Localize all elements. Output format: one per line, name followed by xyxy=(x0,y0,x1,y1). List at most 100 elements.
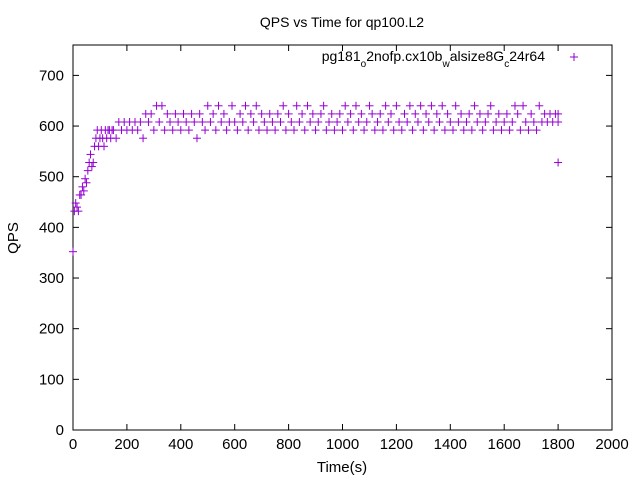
data-point xyxy=(389,126,398,135)
data-point xyxy=(411,109,420,118)
data-point xyxy=(349,126,358,135)
data-point xyxy=(524,126,533,135)
data-point xyxy=(69,247,77,256)
x-tick-label: 0 xyxy=(69,436,77,453)
data-point xyxy=(289,126,298,135)
data-point xyxy=(370,126,379,135)
data-point xyxy=(516,126,525,135)
data-point xyxy=(333,118,342,126)
data-point xyxy=(424,118,433,126)
data-point xyxy=(446,118,455,126)
data-point xyxy=(435,118,444,126)
data-point xyxy=(451,101,460,110)
data-point xyxy=(230,118,239,126)
data-point xyxy=(249,118,258,126)
data-point xyxy=(89,158,98,167)
data-point xyxy=(419,126,428,135)
legend-text-part: c xyxy=(504,59,509,70)
data-point xyxy=(163,109,172,118)
data-point xyxy=(176,126,185,135)
data-point xyxy=(343,118,352,126)
data-point xyxy=(179,109,188,118)
data-point xyxy=(263,126,272,135)
data-point xyxy=(268,118,277,126)
data-point xyxy=(74,207,83,216)
x-tick-label: 1600 xyxy=(488,436,521,453)
data-point xyxy=(508,118,517,126)
data-point xyxy=(287,118,296,126)
x-tick-label: 1200 xyxy=(380,436,413,453)
data-point xyxy=(438,101,447,110)
legend-text-part: w xyxy=(441,59,450,70)
data-point xyxy=(422,109,431,118)
y-tick-label: 600 xyxy=(39,118,64,135)
data-point xyxy=(502,109,511,118)
data-point xyxy=(413,118,422,126)
data-point xyxy=(457,109,466,118)
y-tick-label: 700 xyxy=(39,67,64,84)
data-point xyxy=(494,109,503,118)
data-point xyxy=(257,109,266,118)
data-point xyxy=(295,118,304,126)
y-tick-label: 500 xyxy=(39,169,64,186)
data-point xyxy=(198,118,207,126)
data-point xyxy=(174,118,183,126)
data-point xyxy=(190,118,199,126)
legend: pg181o2nofp.cx10bwalsize8Gc24r64 xyxy=(322,48,578,70)
data-point xyxy=(281,126,290,135)
data-point xyxy=(319,101,328,110)
data-point xyxy=(554,158,563,167)
data-point xyxy=(86,150,95,159)
data-point xyxy=(473,118,482,126)
x-tick-label: 800 xyxy=(276,436,301,453)
data-point xyxy=(427,101,436,110)
data-point xyxy=(246,109,255,118)
x-tick-label: 1800 xyxy=(541,436,574,453)
data-point xyxy=(351,101,360,110)
data-point xyxy=(430,126,439,135)
data-point xyxy=(241,101,250,110)
data-point xyxy=(182,118,191,126)
data-point xyxy=(360,126,369,135)
data-point xyxy=(233,126,242,135)
x-axis: 0 200 400 600 800 1000 1200 1400 1600 1800 2000 xyxy=(69,45,629,453)
data-point xyxy=(311,126,320,135)
data-point xyxy=(252,101,261,110)
data-point xyxy=(335,109,344,118)
legend-text-part: o xyxy=(361,59,367,70)
data-point xyxy=(206,118,215,126)
data-point xyxy=(214,101,223,110)
data-point xyxy=(166,118,175,126)
data-point xyxy=(87,162,96,171)
data-point xyxy=(136,118,145,126)
data-point xyxy=(168,126,177,135)
data-point xyxy=(284,109,293,118)
data-point xyxy=(408,126,417,135)
data-point xyxy=(217,118,226,126)
legend-text-part: pg181 xyxy=(322,48,361,64)
data-points xyxy=(69,101,563,256)
data-point xyxy=(519,101,528,110)
y-tick-label: 100 xyxy=(39,371,64,388)
data-point xyxy=(203,101,212,110)
data-point xyxy=(554,109,563,118)
plot-frame xyxy=(72,44,613,431)
data-point xyxy=(510,101,519,110)
data-point xyxy=(387,109,396,118)
data-point xyxy=(222,126,231,135)
y-axis: 0 100 200 300 400 500 600 700 xyxy=(39,67,612,439)
data-point xyxy=(300,126,309,135)
data-point xyxy=(133,126,142,135)
legend-text-part: 24r64 xyxy=(509,48,545,64)
data-point xyxy=(238,118,247,126)
data-point xyxy=(160,126,169,135)
data-point xyxy=(144,118,153,126)
data-point xyxy=(440,126,449,135)
data-point xyxy=(325,118,334,126)
data-point xyxy=(171,109,180,118)
data-point xyxy=(139,134,148,143)
data-point xyxy=(147,109,156,118)
data-point xyxy=(384,118,393,126)
data-point xyxy=(478,126,487,135)
data-point xyxy=(308,109,317,118)
